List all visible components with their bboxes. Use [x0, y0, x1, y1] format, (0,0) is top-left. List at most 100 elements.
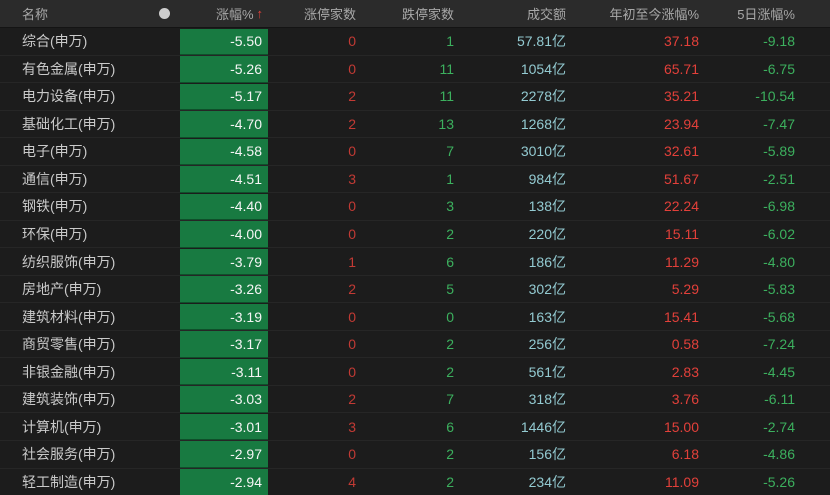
table-row[interactable]: 综合(申万) -5.50 0 1 57.81亿 37.18 -9.18 — [0, 28, 830, 56]
sector-name: 钢铁(申万) — [22, 198, 88, 215]
turnover-value: 561亿 — [528, 363, 566, 380]
sector-name: 非银金融(申万) — [22, 363, 116, 380]
limit-down-count: 5 — [446, 281, 454, 298]
ytd-change-value: 65.71 — [663, 60, 699, 77]
table-row[interactable]: 非银金融(申万) -3.11 0 2 561亿 2.83 -4.45 — [0, 358, 830, 386]
limit-up-count: 2 — [348, 281, 356, 298]
turnover-value: 256亿 — [528, 336, 566, 353]
table-row[interactable]: 钢铁(申万) -4.40 0 3 138亿 22.24 -6.98 — [0, 193, 830, 221]
ytd-change-value: 11.29 — [665, 253, 699, 270]
table-header-row: 名称 涨幅% ↑ 涨停家数 跌停家数 成交额 年初至今涨幅% 5日涨幅% — [0, 0, 830, 28]
column-header-name[interactable]: 名称 — [0, 0, 180, 27]
limit-down-count: 11 — [439, 88, 454, 105]
column-header-turnover[interactable]: 成交额 — [526, 7, 566, 22]
table-row[interactable]: 纺织服饰(申万) -3.79 1 6 186亿 11.29 -4.80 — [0, 248, 830, 276]
sort-ascending-icon: ↑ — [256, 6, 264, 21]
ytd-change-value: 22.24 — [663, 198, 699, 215]
sector-name: 建筑材料(申万) — [22, 308, 116, 325]
table-row[interactable]: 通信(申万) -4.51 3 1 984亿 51.67 -2.51 — [0, 166, 830, 194]
change-pct-cell: -3.26 — [180, 276, 268, 303]
five-day-change-value: -6.75 — [763, 60, 795, 77]
column-header-change[interactable]: 涨幅% ↑ — [180, 4, 268, 23]
turnover-value: 984亿 — [528, 170, 566, 187]
limit-down-count: 6 — [446, 253, 454, 270]
limit-up-count: 0 — [348, 225, 356, 242]
ytd-change-value: 5.29 — [671, 281, 699, 298]
change-pct-cell: -5.17 — [180, 83, 268, 111]
limit-up-count: 0 — [348, 198, 356, 215]
limit-down-count: 11 — [439, 60, 454, 77]
five-day-change-value: -4.80 — [763, 253, 795, 270]
limit-up-count: 4 — [348, 473, 356, 490]
sector-name: 基础化工(申万) — [22, 115, 116, 132]
ytd-change-value: 15.11 — [665, 225, 699, 242]
turnover-value: 318亿 — [528, 391, 566, 408]
ytd-change-value: 15.41 — [663, 308, 699, 325]
ytd-change-value: 35.21 — [663, 88, 699, 105]
sector-name: 电力设备(申万) — [22, 88, 116, 105]
limit-up-count: 1 — [348, 253, 356, 270]
table-row[interactable]: 社会服务(申万) -2.97 0 2 156亿 6.18 -4.86 — [0, 441, 830, 469]
sector-name: 商贸零售(申万) — [22, 336, 116, 353]
table-row[interactable]: 轻工制造(申万) -2.94 4 2 234亿 11.09 -5.26 — [0, 469, 830, 495]
ytd-change-value: 0.58 — [671, 336, 699, 353]
turnover-value: 138亿 — [528, 198, 566, 215]
limit-up-count: 3 — [348, 170, 356, 187]
sector-name: 通信(申万) — [22, 170, 88, 187]
limit-down-count: 7 — [446, 391, 454, 408]
limit-up-count: 2 — [348, 115, 356, 132]
turnover-value: 1446亿 — [520, 418, 566, 435]
sector-name: 环保(申万) — [22, 225, 88, 242]
sector-name: 有色金属(申万) — [22, 60, 116, 77]
column-config-dot-icon[interactable] — [159, 8, 170, 19]
change-pct-cell: -3.17 — [180, 331, 268, 358]
change-pct-cell: -3.03 — [180, 386, 268, 413]
five-day-change-value: -10.54 — [755, 88, 795, 105]
sector-name: 计算机(申万) — [22, 418, 102, 435]
limit-down-count: 2 — [446, 473, 454, 490]
table-row[interactable]: 电子(申万) -4.58 0 7 3010亿 32.61 -5.89 — [0, 138, 830, 166]
table-row[interactable]: 电力设备(申万) -5.17 2 11 2278亿 35.21 -10.54 — [0, 83, 830, 111]
ytd-change-value: 32.61 — [663, 143, 699, 160]
turnover-value: 57.81亿 — [516, 33, 566, 50]
table-row[interactable]: 计算机(申万) -3.01 3 6 1446亿 15.00 -2.74 — [0, 413, 830, 441]
column-header-ytd-change[interactable]: 年初至今涨幅% — [609, 7, 699, 22]
table-row[interactable]: 建筑装饰(申万) -3.03 2 7 318亿 3.76 -6.11 — [0, 386, 830, 414]
table-row[interactable]: 有色金属(申万) -5.26 0 11 1054亿 65.71 -6.75 — [0, 56, 830, 84]
ytd-change-value: 23.94 — [663, 115, 699, 132]
column-header-limit-down[interactable]: 跌停家数 — [401, 7, 454, 22]
table-row[interactable]: 环保(申万) -4.00 0 2 220亿 15.11 -6.02 — [0, 221, 830, 249]
turnover-value: 156亿 — [528, 446, 566, 463]
turnover-value: 234亿 — [528, 473, 566, 490]
five-day-change-value: -6.02 — [763, 225, 795, 242]
column-header-five-day-change[interactable]: 5日涨幅% — [737, 7, 795, 22]
limit-up-count: 0 — [348, 143, 356, 160]
sector-name: 房地产(申万) — [22, 281, 102, 298]
sector-name: 轻工制造(申万) — [22, 473, 116, 490]
table-row[interactable]: 建筑材料(申万) -3.19 0 0 163亿 15.41 -5.68 — [0, 303, 830, 331]
sector-name: 纺织服饰(申万) — [22, 253, 116, 270]
limit-down-count: 7 — [446, 143, 454, 160]
column-header-name-label: 名称 — [22, 7, 49, 22]
change-pct-cell: -3.11 — [180, 358, 268, 386]
table-body: 综合(申万) -5.50 0 1 57.81亿 37.18 -9.18 有色金属… — [0, 28, 830, 495]
five-day-change-value: -4.45 — [763, 363, 795, 380]
turnover-value: 186亿 — [528, 253, 566, 270]
column-header-limit-up[interactable]: 涨停家数 — [303, 7, 356, 22]
table-row[interactable]: 基础化工(申万) -4.70 2 13 1268亿 23.94 -7.47 — [0, 111, 830, 139]
ytd-change-value: 11.09 — [665, 473, 699, 490]
table-row[interactable]: 房地产(申万) -3.26 2 5 302亿 5.29 -5.83 — [0, 276, 830, 304]
ytd-change-value: 37.18 — [663, 33, 699, 50]
table-row[interactable]: 商贸零售(申万) -3.17 0 2 256亿 0.58 -7.24 — [0, 331, 830, 359]
limit-down-count: 2 — [446, 225, 454, 242]
five-day-change-value: -5.68 — [763, 308, 795, 325]
five-day-change-value: -7.24 — [763, 336, 795, 353]
limit-down-count: 2 — [446, 336, 454, 353]
change-pct-cell: -3.01 — [180, 413, 268, 441]
limit-down-count: 1 — [446, 33, 454, 50]
limit-up-count: 2 — [348, 88, 356, 105]
change-pct-cell: -5.50 — [180, 28, 268, 56]
limit-up-count: 0 — [348, 446, 356, 463]
sector-name: 综合(申万) — [22, 33, 88, 50]
change-pct-cell: -4.58 — [180, 138, 268, 166]
